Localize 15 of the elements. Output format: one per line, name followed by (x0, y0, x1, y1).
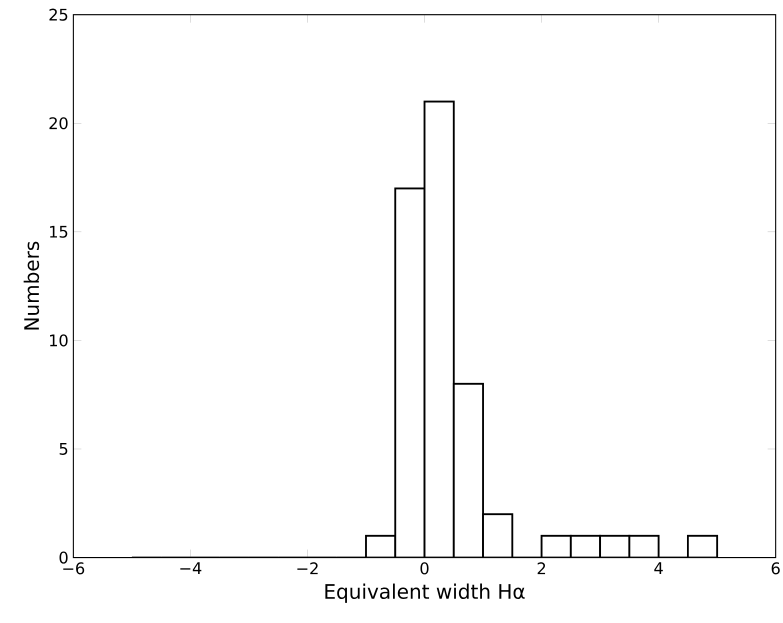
x-tick-label: 6 (772, 562, 780, 574)
x-tick-label: 4 (654, 562, 663, 574)
y-tick-label: 15 (50, 226, 68, 238)
y-tick-label: 5 (60, 443, 68, 455)
y-tick-label: 0 (60, 552, 68, 564)
x-tick-label: −2 (297, 562, 318, 574)
y-tick-label: 20 (49, 117, 68, 130)
y-axis-title: Numbers (24, 242, 40, 330)
x-axis-title: Equivalent width Hα (325, 584, 525, 603)
y-tick-label: 25 (49, 8, 68, 21)
x-tick-label: 0 (420, 562, 429, 574)
x-tick-label: −6 (63, 562, 84, 574)
x-tick-label: 2 (538, 562, 546, 574)
y-tick-label: 10 (50, 334, 68, 346)
x-tick-label: −4 (180, 562, 202, 574)
